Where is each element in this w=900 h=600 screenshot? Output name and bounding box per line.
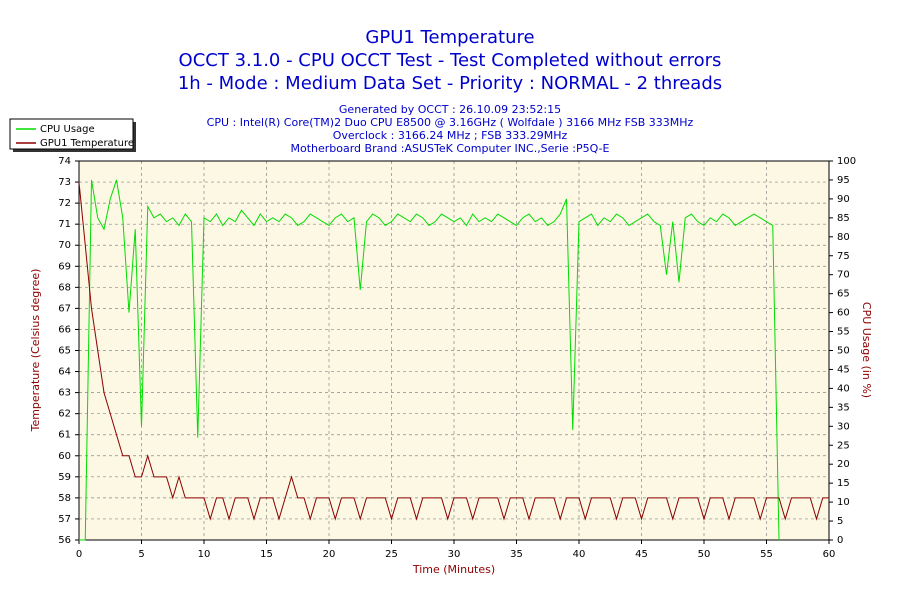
y2-tick-label: 95 xyxy=(837,175,850,186)
x-tick-label: 20 xyxy=(323,549,336,560)
y2-tick-label: 15 xyxy=(837,478,850,489)
x-tick-label: 25 xyxy=(385,549,398,560)
y-tick-label: 61 xyxy=(58,430,71,441)
y2-tick-label: 30 xyxy=(837,421,850,432)
x-tick-label: 60 xyxy=(823,549,836,560)
y-tick-label: 74 xyxy=(58,156,71,167)
y2-tick-label: 25 xyxy=(837,440,850,451)
x-axis-label: Time (Minutes) xyxy=(412,563,495,576)
x-tick-label: 55 xyxy=(760,549,773,560)
y-tick-label: 67 xyxy=(58,303,71,314)
y2-tick-label: 0 xyxy=(837,535,843,546)
y-tick-label: 57 xyxy=(58,514,71,525)
x-tick-label: 30 xyxy=(448,549,461,560)
y2-tick-label: 100 xyxy=(837,156,856,167)
y-tick-label: 73 xyxy=(58,177,71,188)
plot-frame xyxy=(78,160,830,541)
x-tick-label: 15 xyxy=(260,549,273,560)
y2-tick-label: 70 xyxy=(837,270,850,281)
y-tick-label: 58 xyxy=(58,493,71,504)
y2-tick-label: 80 xyxy=(837,232,850,243)
y-tick-label: 72 xyxy=(58,198,71,209)
y2-tick-label: 45 xyxy=(837,364,850,375)
y2-tick-label: 35 xyxy=(837,402,850,413)
chart-title-line: OCCT 3.1.0 - CPU OCCT Test - Test Comple… xyxy=(179,50,722,71)
y2-tick-label: 65 xyxy=(837,289,850,300)
x-tick-label: 10 xyxy=(198,549,211,560)
data-line xyxy=(78,182,829,521)
y-tick-label: 65 xyxy=(58,346,71,357)
legend-label: GPU1 Temperature xyxy=(40,138,134,149)
data-line xyxy=(79,179,780,541)
y2-tick-label: 50 xyxy=(837,346,850,357)
y2-tick-label: 5 xyxy=(837,516,843,527)
subtitle: Generated by OCCT : 26.10.09 23:52:15 xyxy=(339,103,561,116)
y2-tick-label: 10 xyxy=(837,497,850,508)
subtitle: Motherboard Brand :ASUSTeK Computer INC.… xyxy=(290,142,609,155)
y-tick-label: 70 xyxy=(58,240,71,251)
legend-label: CPU Usage xyxy=(40,124,95,135)
y-tick-label: 59 xyxy=(58,472,71,483)
chart-title: GPU1 Temperature xyxy=(365,27,534,48)
y-tick-label: 71 xyxy=(58,219,71,230)
y2-tick-label: 20 xyxy=(837,459,850,470)
x-tick-label: 40 xyxy=(573,549,586,560)
x-tick-label: 35 xyxy=(510,549,523,560)
legend: CPU Usage GPU1 Temperature xyxy=(9,118,136,152)
y-axis-label: Temperature (Celsius degree) xyxy=(29,269,42,433)
y-tick-label: 63 xyxy=(58,388,71,399)
y2-tick-label: 55 xyxy=(837,327,850,338)
y2-tick-label: 40 xyxy=(837,383,850,394)
y-tick-label: 64 xyxy=(58,367,71,378)
y-tick-label: 56 xyxy=(58,535,71,546)
y-tick-label: 62 xyxy=(58,409,71,420)
y2-tick-label: 85 xyxy=(837,213,850,224)
y2-tick-label: 75 xyxy=(837,251,850,262)
subtitle: Overclock : 3166.24 MHz ; FSB 333.29MHz xyxy=(333,129,568,142)
y2-axis-label: CPU Usage (in %) xyxy=(860,302,873,398)
x-tick-label: 0 xyxy=(76,549,82,560)
y-tick-label: 66 xyxy=(58,324,71,335)
chart-title-line: 1h - Mode : Medium Data Set - Priority :… xyxy=(178,73,722,94)
y2-tick-label: 60 xyxy=(837,308,850,319)
y-tick-label: 69 xyxy=(58,261,71,272)
y-tick-label: 60 xyxy=(58,451,71,462)
x-tick-label: 50 xyxy=(698,549,711,560)
y2-tick-label: 90 xyxy=(837,194,850,205)
legend-box xyxy=(9,118,134,150)
y-tick-label: 68 xyxy=(58,282,71,293)
x-tick-label: 5 xyxy=(138,549,144,560)
subtitle: CPU : Intel(R) Core(TM)2 Duo CPU E8500 @… xyxy=(207,116,694,129)
x-tick-label: 45 xyxy=(635,549,648,560)
